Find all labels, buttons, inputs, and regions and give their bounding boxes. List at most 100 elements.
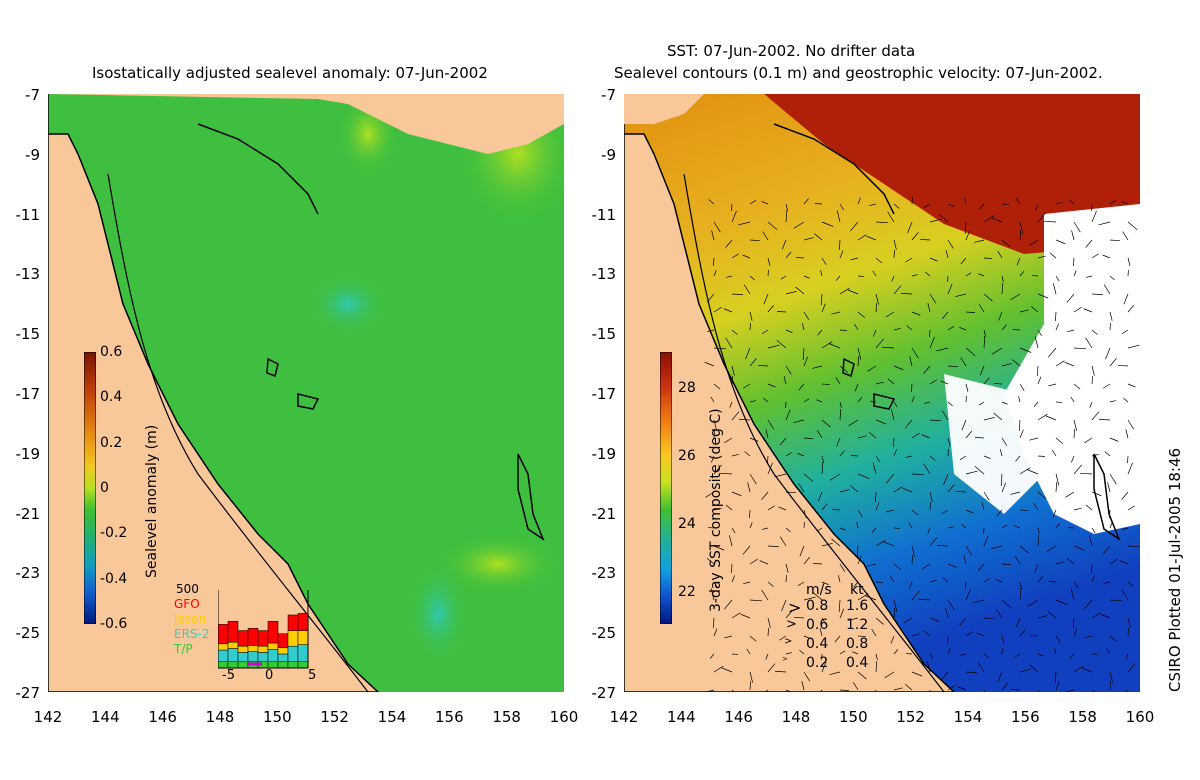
- velocity-arrow: [1029, 239, 1039, 246]
- velocity-arrow: [793, 419, 805, 424]
- velocity-arrow: [785, 610, 793, 619]
- velocity-arrow: [929, 455, 936, 461]
- velocity-arrow: [1091, 411, 1100, 421]
- velocity-arrow: [725, 239, 733, 248]
- velocity-arrow: [710, 588, 715, 601]
- velocity-legend-arrow: >: [784, 636, 793, 647]
- lon-tick-label: 146: [148, 708, 177, 726]
- velocity-arrow: [941, 509, 949, 515]
- velocity-arrow: [1068, 199, 1075, 205]
- lat-tick-label: -9: [601, 145, 616, 164]
- velocity-arrow: [947, 401, 953, 407]
- histogram-xtick: 5: [308, 668, 317, 683]
- velocity-arrow: [929, 257, 938, 262]
- histogram-bar-segment: [218, 643, 229, 651]
- velocity-arrow: [821, 581, 829, 585]
- velocity-arrow: [1109, 239, 1121, 242]
- velocity-arrow: [981, 502, 985, 511]
- velocity-arrow: [942, 577, 949, 583]
- velocity-arrow: [852, 651, 859, 655]
- velocity-arrow: [1001, 682, 1009, 691]
- velocity-arrow: [875, 221, 888, 224]
- velocity-arrow: [983, 416, 995, 421]
- velocity-arrow: [742, 254, 751, 259]
- velocity-arrow: [983, 455, 991, 459]
- velocity-arrow: [1029, 635, 1039, 637]
- velocity-arrow: [829, 671, 841, 676]
- velocity-arrow: [1109, 199, 1117, 205]
- velocity-arrow: [821, 462, 824, 475]
- histogram-bar-segment: [237, 630, 249, 647]
- velocity-arrow: [1014, 653, 1021, 658]
- velocity-arrow: [857, 355, 860, 367]
- lat-tick-label: -15: [15, 325, 41, 344]
- velocity-arrow: [803, 671, 811, 682]
- velocity-arrow: [749, 558, 758, 565]
- velocity-arrow: [929, 379, 937, 385]
- lon-tick-label: 148: [781, 708, 811, 726]
- velocity-arrow: [872, 270, 877, 277]
- velocity-arrow: [960, 357, 967, 367]
- lat-tick-label: -17: [15, 385, 41, 403]
- velocity-arrow: [1030, 305, 1039, 313]
- velocity-arrow: [1001, 437, 1008, 446]
- velocity-arrow: [785, 210, 788, 223]
- velocity-arrow: [955, 293, 967, 298]
- velocity-arrow: [767, 419, 775, 430]
- velocity-arrow: [731, 411, 740, 421]
- velocity-arrow: [767, 505, 775, 511]
- velocity-arrow: [1102, 545, 1111, 555]
- velocity-arrow: [1019, 429, 1024, 439]
- velocity-arrow: [812, 563, 823, 565]
- velocity-arrow: [801, 681, 805, 691]
- velocity-arrow: [763, 397, 769, 403]
- histogram-top-label: 500: [176, 582, 199, 596]
- velocity-arrow: [731, 293, 743, 296]
- velocity-arrow: [1066, 293, 1075, 303]
- velocity-arrow: [731, 527, 736, 534]
- histogram-bar-segment: [247, 627, 259, 646]
- velocity-arrow: [1073, 419, 1078, 431]
- velocity-arrow: [1109, 671, 1114, 683]
- velocity-arrow: [921, 434, 931, 439]
- velocity-arrow: [993, 412, 1003, 421]
- velocity-arrow: [1107, 482, 1111, 493]
- velocity-arrow: [887, 211, 895, 223]
- velocity-arrow: [785, 290, 797, 295]
- velocity-arrow: [960, 653, 967, 656]
- velocity-arrow: [945, 250, 949, 259]
- left-colorbar-tick: -0.4: [100, 570, 128, 587]
- velocity-legend-kt: 1.2: [846, 617, 869, 633]
- velocity-arrow: [1091, 365, 1095, 376]
- velocity-arrow: [767, 581, 774, 587]
- velocity-arrow: [901, 292, 913, 295]
- velocity-arrow: [1019, 309, 1029, 313]
- velocity-arrow: [857, 234, 867, 241]
- velocity-arrow: [828, 343, 841, 349]
- velocity-arrow: [1034, 336, 1039, 349]
- velocity-arrow: [978, 401, 985, 406]
- velocity-arrow: [991, 347, 1003, 355]
- lon-tick-label: 146: [724, 708, 753, 726]
- velocity-arrow: [1010, 491, 1021, 495]
- lat-tick-label: -13: [591, 265, 617, 284]
- velocity-arrow: [803, 356, 809, 367]
- left-land-png: [48, 94, 564, 154]
- velocity-arrow: [947, 635, 949, 645]
- velocity-arrow: [1091, 563, 1093, 574]
- velocity-arrow: [1089, 401, 1093, 408]
- velocity-arrow: [1055, 481, 1058, 493]
- velocity-arrow: [785, 527, 791, 533]
- velocity-arrow: [875, 661, 878, 673]
- velocity-arrow: [757, 364, 769, 367]
- velocity-arrow: [1091, 253, 1099, 259]
- lon-tick-label: 152: [320, 708, 349, 726]
- velocity-arrow: [836, 437, 841, 447]
- velocity-arrow: [1019, 383, 1025, 391]
- velocity-arrow: [803, 311, 810, 320]
- velocity-arrow: [839, 450, 845, 457]
- velocity-arrow: [1019, 467, 1031, 475]
- velocity-arrow: [856, 522, 859, 529]
- velocity-arrow: [767, 617, 771, 628]
- velocity-arrow: [713, 545, 725, 551]
